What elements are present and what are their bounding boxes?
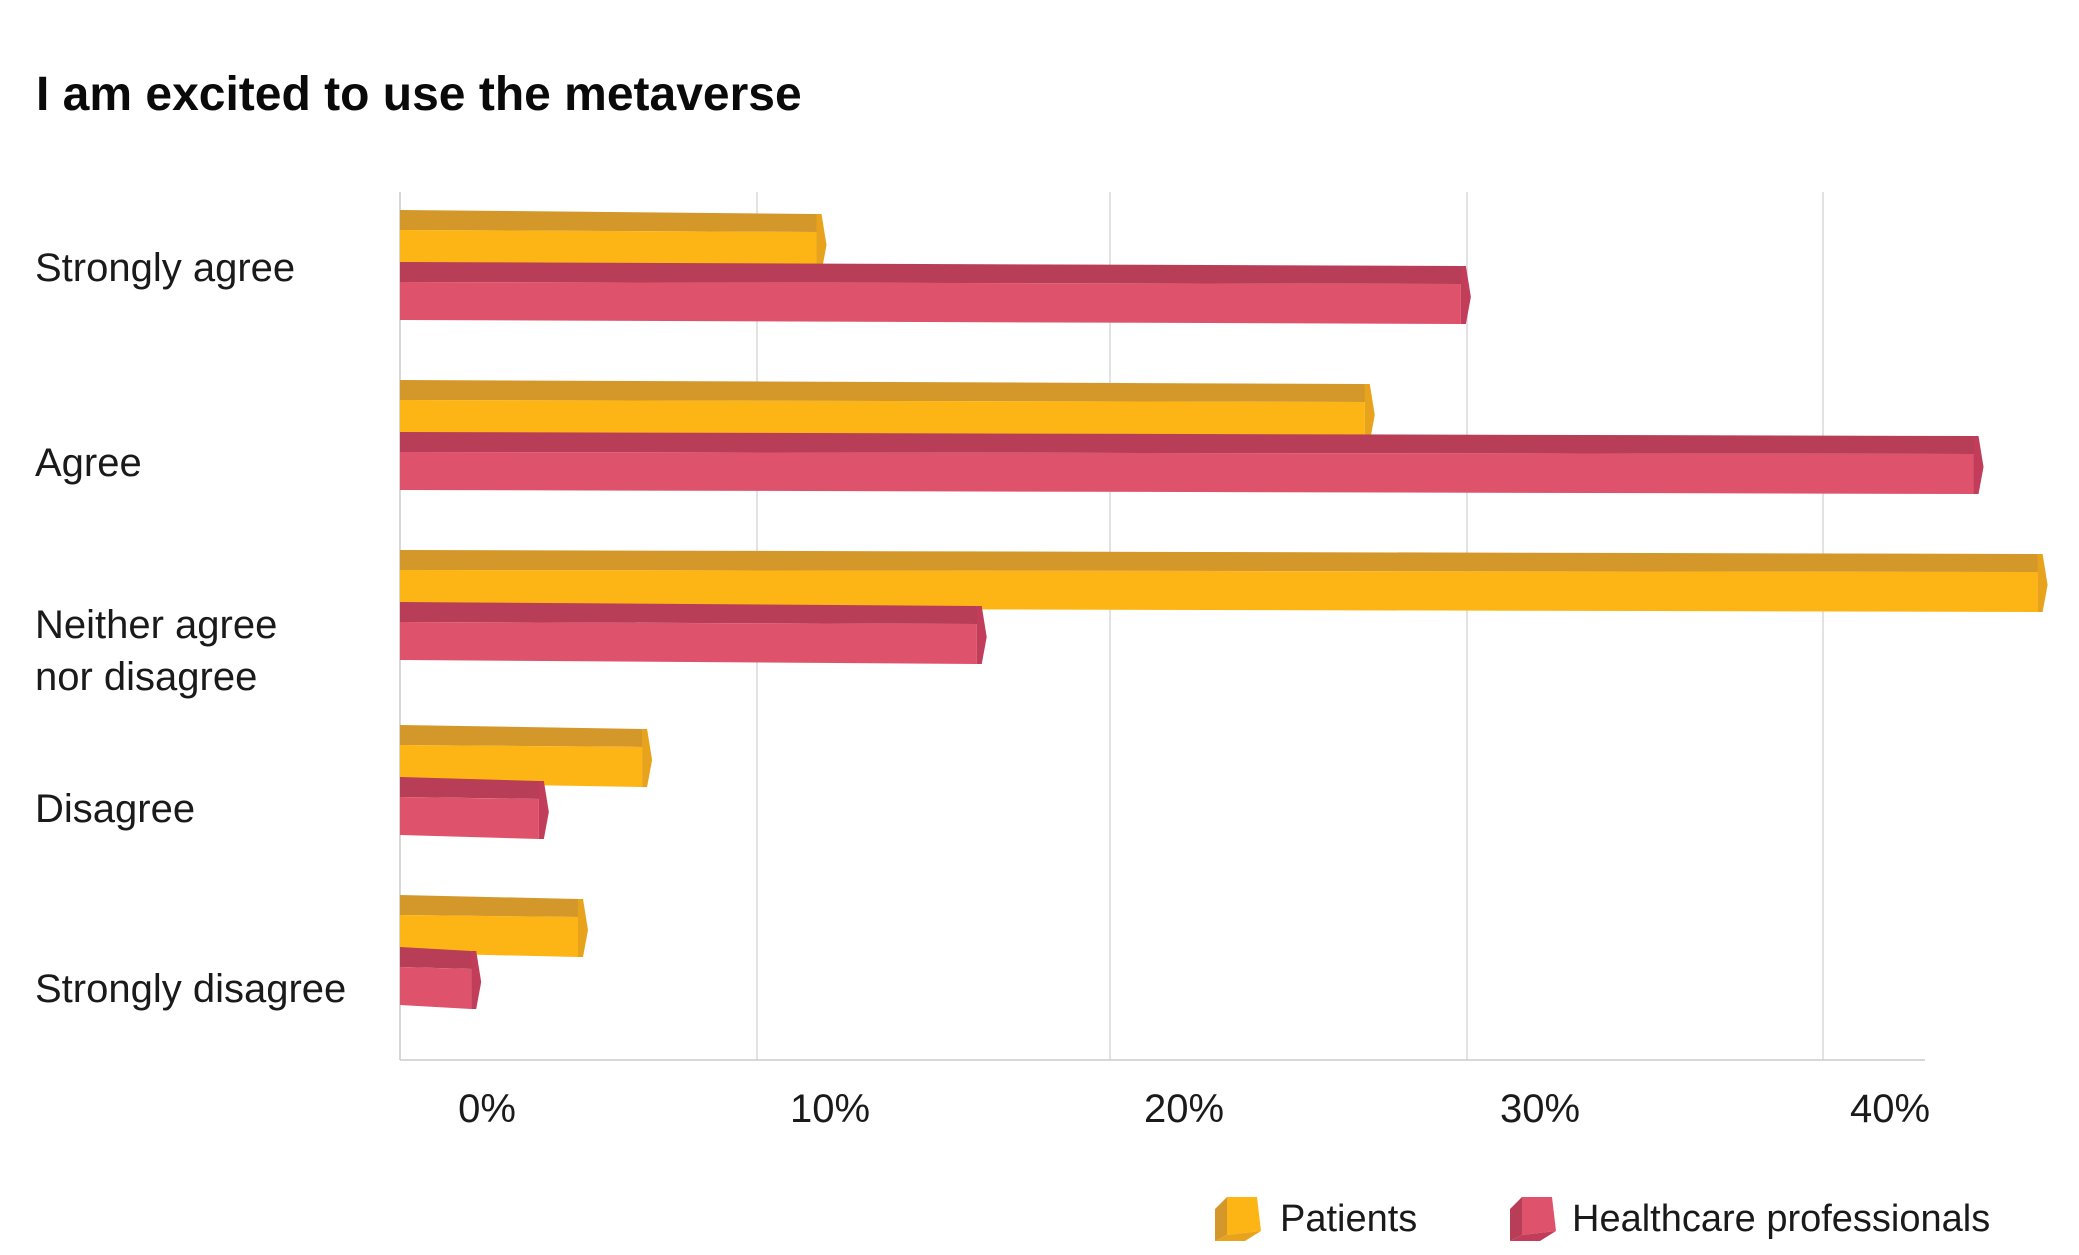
bar-patients-1 bbox=[400, 380, 1375, 442]
bar-patients-0 bbox=[400, 210, 827, 272]
legend-item-patients: Patients bbox=[1215, 1197, 1417, 1241]
x-tick-label-1: 10% bbox=[790, 1087, 870, 1131]
x-tick-label-4: 40% bbox=[1850, 1087, 1930, 1131]
category-label-1: Agree bbox=[35, 441, 142, 485]
bar-patients-3 bbox=[400, 725, 653, 787]
legend-swatch-bottom bbox=[1215, 1231, 1261, 1241]
x-tick-label-2: 20% bbox=[1144, 1087, 1224, 1131]
category-label-3: Disagree bbox=[35, 787, 195, 831]
bar-patients-2 bbox=[400, 550, 2048, 612]
category-label-4: Strongly disagree bbox=[35, 967, 346, 1011]
legend-label-patients: Patients bbox=[1280, 1198, 1417, 1240]
legend-swatch-side bbox=[1510, 1197, 1522, 1241]
bar-healthcare-professionals-0 bbox=[400, 262, 1471, 324]
legend-swatch-front bbox=[1227, 1197, 1261, 1235]
legend-swatch-side bbox=[1215, 1197, 1227, 1241]
bar-healthcare-professionals-2 bbox=[400, 602, 987, 664]
category-label-2-line-0: Neither agree bbox=[35, 603, 277, 647]
legend-swatch-front bbox=[1522, 1197, 1556, 1235]
x-tick-label-3: 30% bbox=[1500, 1087, 1580, 1131]
bar-healthcare-professionals-3 bbox=[400, 777, 549, 839]
legend: Patients Healthcare professionals bbox=[1215, 1197, 1990, 1241]
legend-label-healthcare-professionals: Healthcare professionals bbox=[1572, 1198, 1990, 1240]
chart-title: I am excited to use the metaverse bbox=[36, 68, 802, 121]
bar-healthcare-professionals-4 bbox=[400, 947, 482, 1009]
bar-healthcare-professionals-1 bbox=[400, 432, 1984, 494]
bar-patients-4 bbox=[400, 895, 588, 957]
bars bbox=[400, 210, 2048, 1009]
category-label-2-line-1: nor disagree bbox=[35, 655, 257, 699]
x-tick-label-0: 0% bbox=[458, 1087, 516, 1131]
legend-item-healthcare-professionals: Healthcare professionals bbox=[1510, 1197, 1990, 1241]
legend-swatch-bottom bbox=[1510, 1231, 1556, 1241]
category-label-0: Strongly agree bbox=[35, 246, 295, 290]
grid bbox=[399, 192, 1925, 1061]
x-tick-labels: 0% 10% 20% 30% 40% bbox=[458, 1087, 1930, 1131]
category-labels: Strongly agree Agree Neither agree nor disa… bbox=[35, 246, 346, 1011]
